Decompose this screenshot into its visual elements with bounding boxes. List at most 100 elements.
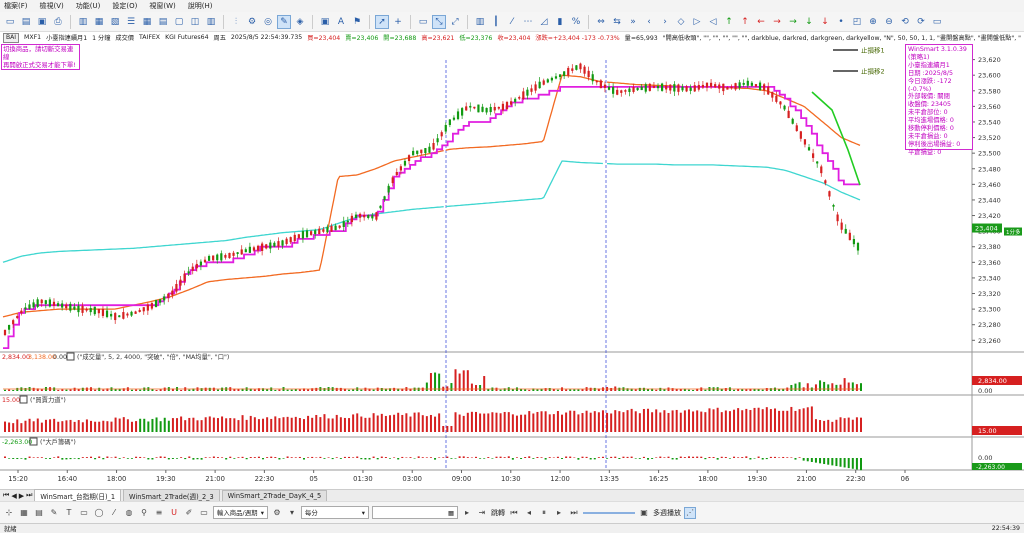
jump-icon[interactable]: ⇥ bbox=[478, 508, 486, 517]
zoom-area-icon[interactable]: ▭ bbox=[418, 16, 428, 27]
crosshair-icon[interactable]: + bbox=[394, 16, 402, 27]
expand-icon[interactable]: ⇔ bbox=[597, 16, 605, 27]
first-tab-icon[interactable]: ⏮ bbox=[3, 491, 10, 499]
bookmark-icon[interactable]: ⚑ bbox=[352, 16, 362, 27]
period-select[interactable]: 每分 ▾ bbox=[301, 506, 369, 519]
overflow-icon[interactable]: » bbox=[630, 16, 636, 27]
hatch-icon[interactable]: ▦ bbox=[20, 508, 28, 517]
dot-icon[interactable]: ⋯ bbox=[523, 16, 533, 27]
bar-icon[interactable]: ┃ bbox=[493, 16, 499, 27]
date-input[interactable]: ▦ bbox=[372, 506, 458, 519]
brush-icon[interactable]: ✐ bbox=[185, 508, 193, 517]
menu-settings[interactable]: 設定(O) bbox=[112, 2, 138, 10]
grid-icon[interactable]: ▦ bbox=[142, 16, 152, 27]
arrow-down-green-icon[interactable]: ↓ bbox=[805, 16, 813, 27]
magnet-icon[interactable]: U bbox=[171, 508, 177, 517]
pencil-icon[interactable]: ✎ bbox=[50, 508, 58, 517]
shrink-icon[interactable]: ⇆ bbox=[613, 16, 621, 27]
speed-slider[interactable] bbox=[583, 511, 635, 514]
callout-icon[interactable]: ◍ bbox=[125, 508, 133, 517]
refresh-icon[interactable]: ⟳ bbox=[917, 16, 925, 27]
image-icon[interactable]: ▣ bbox=[320, 16, 330, 27]
window-icon[interactable]: ▢ bbox=[174, 16, 184, 27]
indicator-icon[interactable]: ⫶ bbox=[234, 16, 238, 27]
arrow-up-red-icon[interactable]: ↑ bbox=[741, 16, 749, 27]
arrow-right-green-icon[interactable]: → bbox=[789, 16, 797, 27]
panel-icon[interactable]: ▥ bbox=[206, 16, 216, 27]
next-tab-icon[interactable]: ▶ bbox=[18, 491, 25, 500]
arrow-down-red-icon[interactable]: ↓ bbox=[821, 16, 829, 27]
arrow-right-red-icon[interactable]: → bbox=[773, 16, 781, 27]
rect-select-icon[interactable]: ▭ bbox=[200, 508, 208, 517]
arrow-dot-icon[interactable]: • bbox=[838, 16, 844, 27]
auto-chip[interactable]: BAI bbox=[3, 32, 19, 43]
nav-right-icon[interactable]: › bbox=[663, 16, 667, 27]
table-icon[interactable]: ▦ bbox=[94, 16, 104, 27]
print-icon[interactable]: ⎙ bbox=[54, 16, 62, 27]
zoom-in-icon[interactable]: ⊕ bbox=[869, 16, 877, 27]
menu-file[interactable]: 檔案(F) bbox=[4, 2, 28, 10]
zoom-y-icon[interactable]: ⤢ bbox=[451, 16, 459, 27]
play-back-icon[interactable]: ◂ bbox=[526, 508, 531, 517]
strategy-icon[interactable]: ⚙ bbox=[247, 16, 257, 27]
cross-cursor-icon[interactable]: ⊹ bbox=[5, 508, 13, 517]
zoom-x-icon[interactable]: ⤡ bbox=[432, 14, 446, 29]
pin-icon[interactable]: ⚲ bbox=[141, 508, 147, 517]
menu-help[interactable]: 說明(H) bbox=[187, 2, 213, 10]
percent-icon[interactable]: % bbox=[571, 16, 581, 27]
trend-toggle-icon[interactable]: ⋰ bbox=[684, 506, 696, 519]
save-icon[interactable]: ▣ bbox=[37, 16, 47, 27]
arrow-left-red-icon[interactable]: ← bbox=[757, 16, 765, 27]
play-forward-icon[interactable]: ▸ bbox=[556, 508, 561, 517]
open-folder-icon[interactable]: ▤ bbox=[21, 16, 31, 27]
alert-icon[interactable]: ◈ bbox=[296, 16, 304, 27]
arrow-up-green-icon[interactable]: ↑ bbox=[725, 16, 733, 27]
quote-icon[interactable]: ▧ bbox=[110, 16, 120, 27]
symbol-select[interactable]: 輸入商品/週期 ▾ bbox=[213, 506, 268, 519]
line-icon[interactable]: ⁄ bbox=[511, 16, 513, 27]
multi-play-icon[interactable]: ▣ bbox=[640, 508, 648, 517]
nav-leftright-icon[interactable]: ◇ bbox=[677, 16, 685, 27]
pointer-icon[interactable]: ➚ bbox=[375, 14, 389, 29]
multi-play-label[interactable]: 多週播放 bbox=[653, 508, 681, 517]
menu-window[interactable]: 視窗(W) bbox=[149, 2, 176, 10]
candle-icon[interactable]: ▥ bbox=[475, 16, 485, 27]
draw-mode-icon[interactable]: ✎ bbox=[277, 14, 291, 29]
text-icon[interactable]: A bbox=[337, 16, 345, 27]
reset-icon[interactable]: ⟲ bbox=[901, 16, 909, 27]
ellipse-icon[interactable]: ◯ bbox=[94, 508, 104, 517]
volume-bar bbox=[847, 382, 850, 391]
list-icon[interactable]: ☰ bbox=[126, 16, 136, 27]
tab-3[interactable]: WinSmart_2Trade_DayK_4_5 bbox=[221, 489, 328, 502]
textbox-icon[interactable]: ▤ bbox=[35, 508, 43, 517]
play-end-icon[interactable]: ⏭ bbox=[570, 507, 578, 517]
settings-icon[interactable]: ⚙ bbox=[273, 508, 281, 517]
move-right-icon[interactable]: ▷ bbox=[693, 16, 701, 27]
zoom-out-icon[interactable]: ⊖ bbox=[885, 16, 893, 27]
fib-icon[interactable]: ≡ bbox=[155, 508, 163, 517]
move-left-icon[interactable]: ◁ bbox=[709, 16, 717, 27]
prev-tab-icon[interactable]: ◀ bbox=[11, 491, 17, 500]
hist-icon[interactable]: ▮ bbox=[557, 16, 563, 27]
menu-view[interactable]: 檢視(V) bbox=[39, 2, 64, 10]
chart-range-icon[interactable]: ◰ bbox=[852, 16, 862, 27]
chart-icon[interactable]: ▥ bbox=[78, 16, 88, 27]
dropdown-icon[interactable]: ▾ bbox=[289, 508, 294, 517]
goto-icon[interactable]: ▸ bbox=[464, 508, 469, 517]
jump-button[interactable]: 跳轉 bbox=[491, 508, 505, 517]
play-start-icon[interactable]: ⏮ bbox=[510, 507, 518, 517]
scan-icon[interactable]: ◎ bbox=[264, 16, 272, 27]
text-tool-icon[interactable]: T bbox=[66, 508, 72, 517]
last-tab-icon[interactable]: ⏭ bbox=[26, 491, 33, 499]
new-icon[interactable]: ▭ bbox=[5, 16, 15, 27]
layout-icon[interactable]: ◫ bbox=[190, 16, 200, 27]
rectangle-icon[interactable]: ▭ bbox=[80, 508, 88, 517]
trendline-icon[interactable]: ⁄ bbox=[113, 508, 115, 517]
area-icon[interactable]: ◿ bbox=[540, 16, 548, 27]
fit-icon[interactable]: ▭ bbox=[932, 16, 942, 27]
menu-function[interactable]: 功能(U) bbox=[75, 2, 101, 10]
nav-left-icon[interactable]: ‹ bbox=[647, 16, 651, 27]
report-icon[interactable]: ▤ bbox=[158, 16, 168, 27]
play-pause-icon[interactable]: ⏸ bbox=[542, 507, 546, 517]
